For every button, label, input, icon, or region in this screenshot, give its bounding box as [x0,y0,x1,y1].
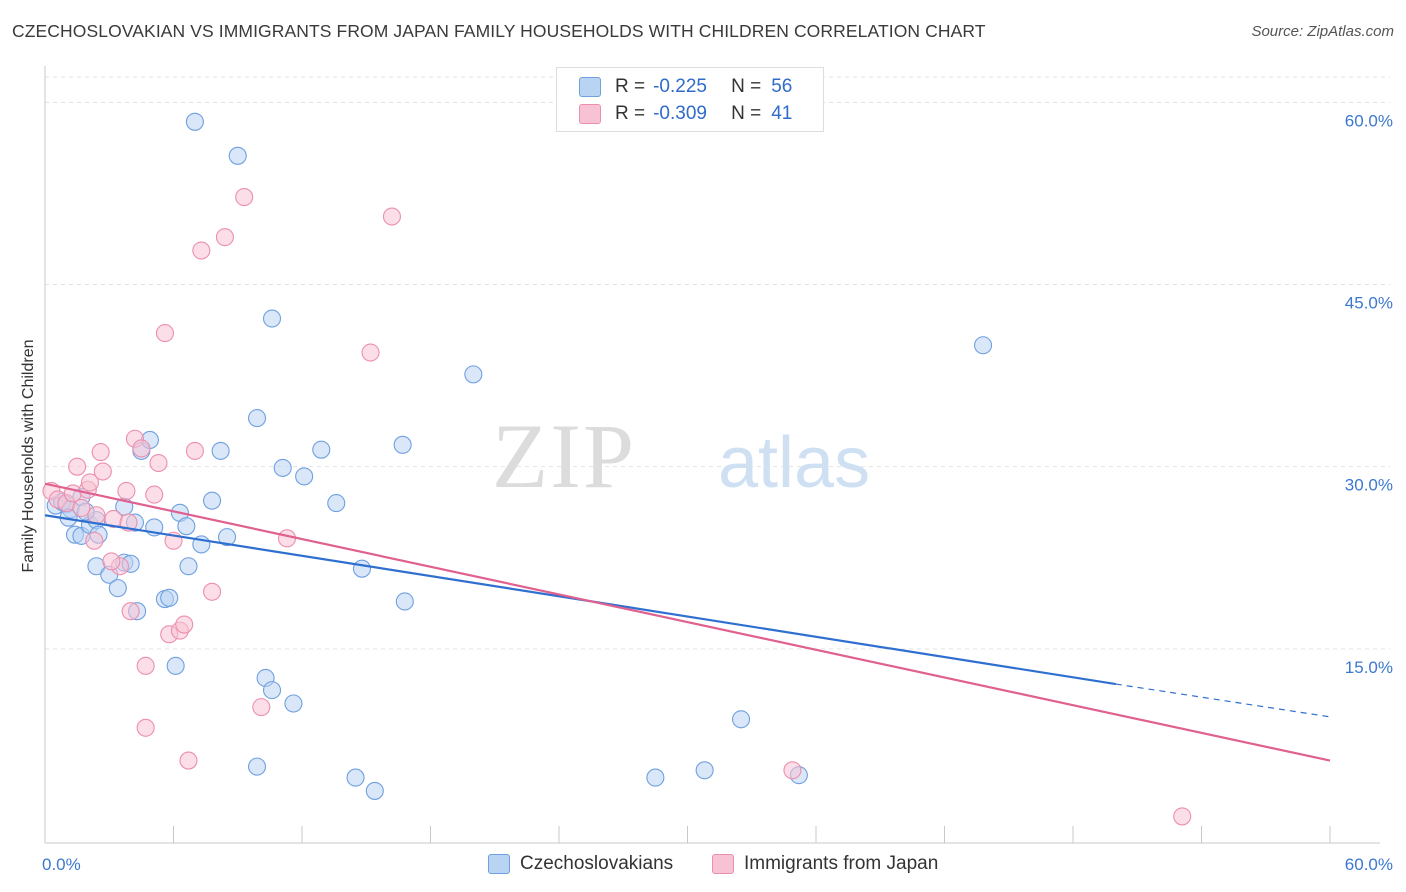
point-czechoslovakians [273,458,292,477]
point-immigrants-from-japan [361,343,380,362]
swatch-pink [579,104,601,124]
tick-labels: 15.0% 30.0% 45.0% 60.0% 0.0% 60.0% [42,111,1393,874]
point-immigrants-from-japan [179,751,198,770]
point-immigrants-from-japan [136,656,155,675]
watermark-zip: ZIP [492,405,636,507]
trend-lines [44,482,1331,762]
point-immigrants-from-japan [121,602,140,621]
legend-label: Czechoslovakians [520,853,674,874]
legend-swatch-blue [488,854,510,874]
y-tick-label: 30.0% [1345,476,1393,495]
point-czechoslovakians [228,146,247,165]
point-czechoslovakians [177,517,196,536]
point-immigrants-from-japan [215,228,234,247]
point-czechoslovakians [327,494,346,513]
point-immigrants-from-japan [85,531,104,550]
point-immigrants-from-japan [235,188,254,207]
legend-item-immigrants-from-japan[interactable]: Immigrants from Japan [712,852,938,876]
legend-swatch-pink [712,854,734,874]
x-tick-label: 0.0% [42,855,81,874]
stats-legend: R = -0.225 N = 56 R = -0.309 N = 41 [556,67,824,132]
point-immigrants-from-japan [277,529,297,548]
point-czechoslovakians [973,336,993,355]
trend-line-czechoslovakians-extension [1115,683,1331,718]
r-label: R = [615,103,646,124]
point-czechoslovakians [695,761,714,780]
n-label: N = [731,76,762,97]
point-czechoslovakians [295,467,314,486]
watermark-atlas: atlas [718,423,870,503]
point-immigrants-from-japan [783,761,802,780]
point-czechoslovakians [312,440,331,459]
point-czechoslovakians [346,768,365,787]
y-tick-label: 15.0% [1345,658,1393,677]
chart-source: Source: ZipAtlas.com [1251,23,1394,40]
r-value: -0.309 [653,103,707,124]
point-immigrants-from-japan [93,462,112,481]
point-czechoslovakians [731,710,751,729]
stats-legend-row-japan: R = -0.309 N = 41 [579,102,792,126]
point-czechoslovakians [160,588,179,607]
point-immigrants-from-japan [136,718,155,737]
point-immigrants-from-japan [117,481,136,501]
point-czechoslovakians [179,557,198,576]
point-immigrants-from-japan [68,457,87,476]
point-czechoslovakians [247,409,267,428]
point-immigrants-from-japan [382,207,402,226]
gridlines [45,76,1390,650]
legend-item-czechoslovakians[interactable]: Czechoslovakians [488,852,673,876]
n-value: 41 [771,103,793,124]
trend-line-immigrants-from-japan [44,482,1331,762]
point-czechoslovakians [185,112,204,131]
n-value: 56 [771,76,793,97]
stats-legend-row-czechoslovakians: R = -0.225 N = 56 [579,75,792,99]
r-label: R = [615,76,646,97]
point-immigrants-from-japan [149,453,168,473]
point-immigrants-from-japan [102,552,121,571]
point-immigrants-from-japan [175,615,194,634]
axes [44,66,1380,844]
point-czechoslovakians [284,694,303,713]
point-immigrants-from-japan [252,698,271,717]
point-czechoslovakians [203,491,222,510]
y-tick-label: 45.0% [1345,294,1393,313]
point-immigrants-from-japan [185,441,204,460]
point-czechoslovakians [108,579,127,598]
n-label: N = [731,103,762,124]
point-czechoslovakians [211,441,230,460]
x-tick-label: 60.0% [1345,855,1393,874]
point-immigrants-from-japan [87,506,106,525]
point-czechoslovakians [262,309,282,328]
r-value: -0.225 [653,76,707,97]
point-immigrants-from-japan [72,498,91,518]
point-immigrants-from-japan [203,582,222,601]
point-immigrants-from-japan [1173,807,1192,826]
point-immigrants-from-japan [192,241,211,260]
point-immigrants-from-japan [132,439,151,458]
point-immigrants-from-japan [155,324,174,343]
point-immigrants-from-japan [80,473,100,492]
point-czechoslovakians [365,781,384,800]
point-czechoslovakians [352,559,372,578]
point-immigrants-from-japan [91,443,110,462]
y-tick-label: 60.0% [1345,111,1393,130]
point-czechoslovakians [393,435,412,454]
point-czechoslovakians [646,768,665,787]
point-czechoslovakians [262,681,282,700]
point-czechoslovakians [217,528,237,547]
chart-title: CZECHOSLOVAKIAN VS IMMIGRANTS FROM JAPAN… [12,21,986,41]
swatch-blue [579,77,601,97]
point-czechoslovakians [464,365,483,384]
point-czechoslovakians [166,656,185,675]
data-points [42,112,1192,826]
point-czechoslovakians [247,757,267,776]
point-immigrants-from-japan [145,485,164,504]
legend-label: Immigrants from Japan [744,853,939,874]
point-czechoslovakians [395,592,414,611]
